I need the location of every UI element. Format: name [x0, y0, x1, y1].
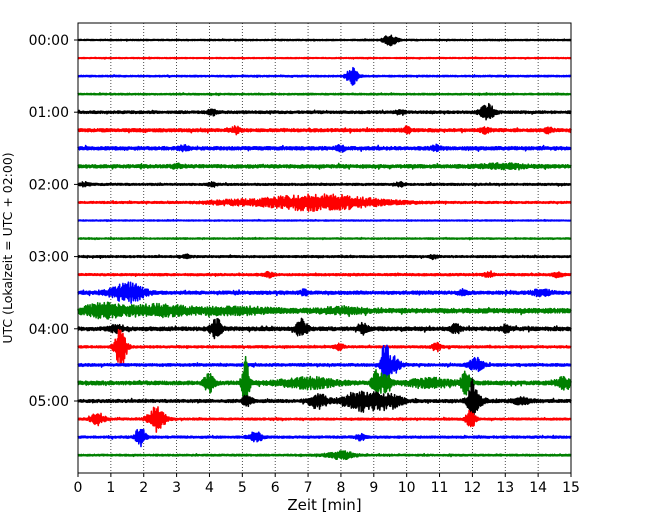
- trace-0545: [77, 450, 572, 461]
- x-tick-label-15: 15: [562, 480, 580, 496]
- trace-0000: [77, 34, 572, 47]
- trace-0215: [77, 193, 572, 212]
- y-tick-label-00:00: 00:00: [29, 33, 69, 49]
- x-tick-label-9: 9: [369, 480, 378, 496]
- trace-0200: [77, 180, 572, 188]
- x-tick-label-10: 10: [398, 480, 416, 496]
- x-tick-label-1: 1: [106, 480, 115, 496]
- y-tick-label-04:00: 04:00: [29, 322, 69, 338]
- x-tick-label-6: 6: [271, 480, 280, 496]
- y-axis-title: UTC (Lokalzeit = UTC + 02:00): [0, 152, 15, 343]
- y-tick-label-05:00: 05:00: [29, 394, 69, 410]
- x-tick-label-5: 5: [238, 480, 247, 496]
- y-tick-label-01:00: 01:00: [29, 105, 69, 121]
- x-tick-label-3: 3: [172, 480, 181, 496]
- trace-0015: [77, 56, 572, 60]
- x-axis-title: Zeit [min]: [287, 496, 361, 514]
- trace-group: [77, 34, 572, 461]
- trace-0530: [77, 428, 572, 448]
- trace-0315: [77, 270, 572, 279]
- x-tick-label-14: 14: [529, 480, 547, 496]
- x-tick-label-0: 0: [74, 480, 83, 496]
- plot-frame: [77, 22, 572, 474]
- x-tick-label-12: 12: [463, 480, 481, 496]
- x-tick-label-2: 2: [139, 480, 148, 496]
- trace-0400: [77, 317, 572, 340]
- trace-0045: [77, 92, 572, 97]
- trace-0130: [77, 143, 572, 153]
- trace-0445: [77, 355, 572, 403]
- trace-0230: [77, 218, 572, 223]
- x-axis: 0 1 2 3 4 5 6 7 8 9 10 11 12 13 14 15: [74, 473, 580, 496]
- trace-0100: [77, 102, 572, 121]
- trace-0330: [77, 281, 572, 304]
- trace-0345: [77, 301, 572, 320]
- x-tick-label-7: 7: [304, 480, 313, 496]
- trace-0145: [77, 162, 572, 171]
- trace-0300: [77, 253, 572, 261]
- x-tick-label-4: 4: [205, 480, 214, 496]
- y-tick-label-03:00: 03:00: [29, 250, 69, 266]
- x-tick-label-11: 11: [431, 480, 449, 496]
- y-tick-label-02:00: 02:00: [29, 177, 69, 193]
- x-tick-label-8: 8: [336, 480, 345, 496]
- y-axis: 00:00 01:00 02:00 03:00 04:00 05:00: [29, 33, 78, 410]
- x-tick-label-13: 13: [496, 480, 514, 496]
- trace-0245: [77, 236, 572, 241]
- trace-0430: [77, 344, 572, 386]
- trace-0115: [77, 125, 572, 136]
- trace-0415: [77, 328, 572, 366]
- trace-0030: [77, 66, 572, 86]
- trace-0500: [77, 378, 572, 420]
- plot-background: [78, 23, 571, 473]
- trace-0515: [77, 406, 572, 433]
- grid-lines: [110, 23, 539, 473]
